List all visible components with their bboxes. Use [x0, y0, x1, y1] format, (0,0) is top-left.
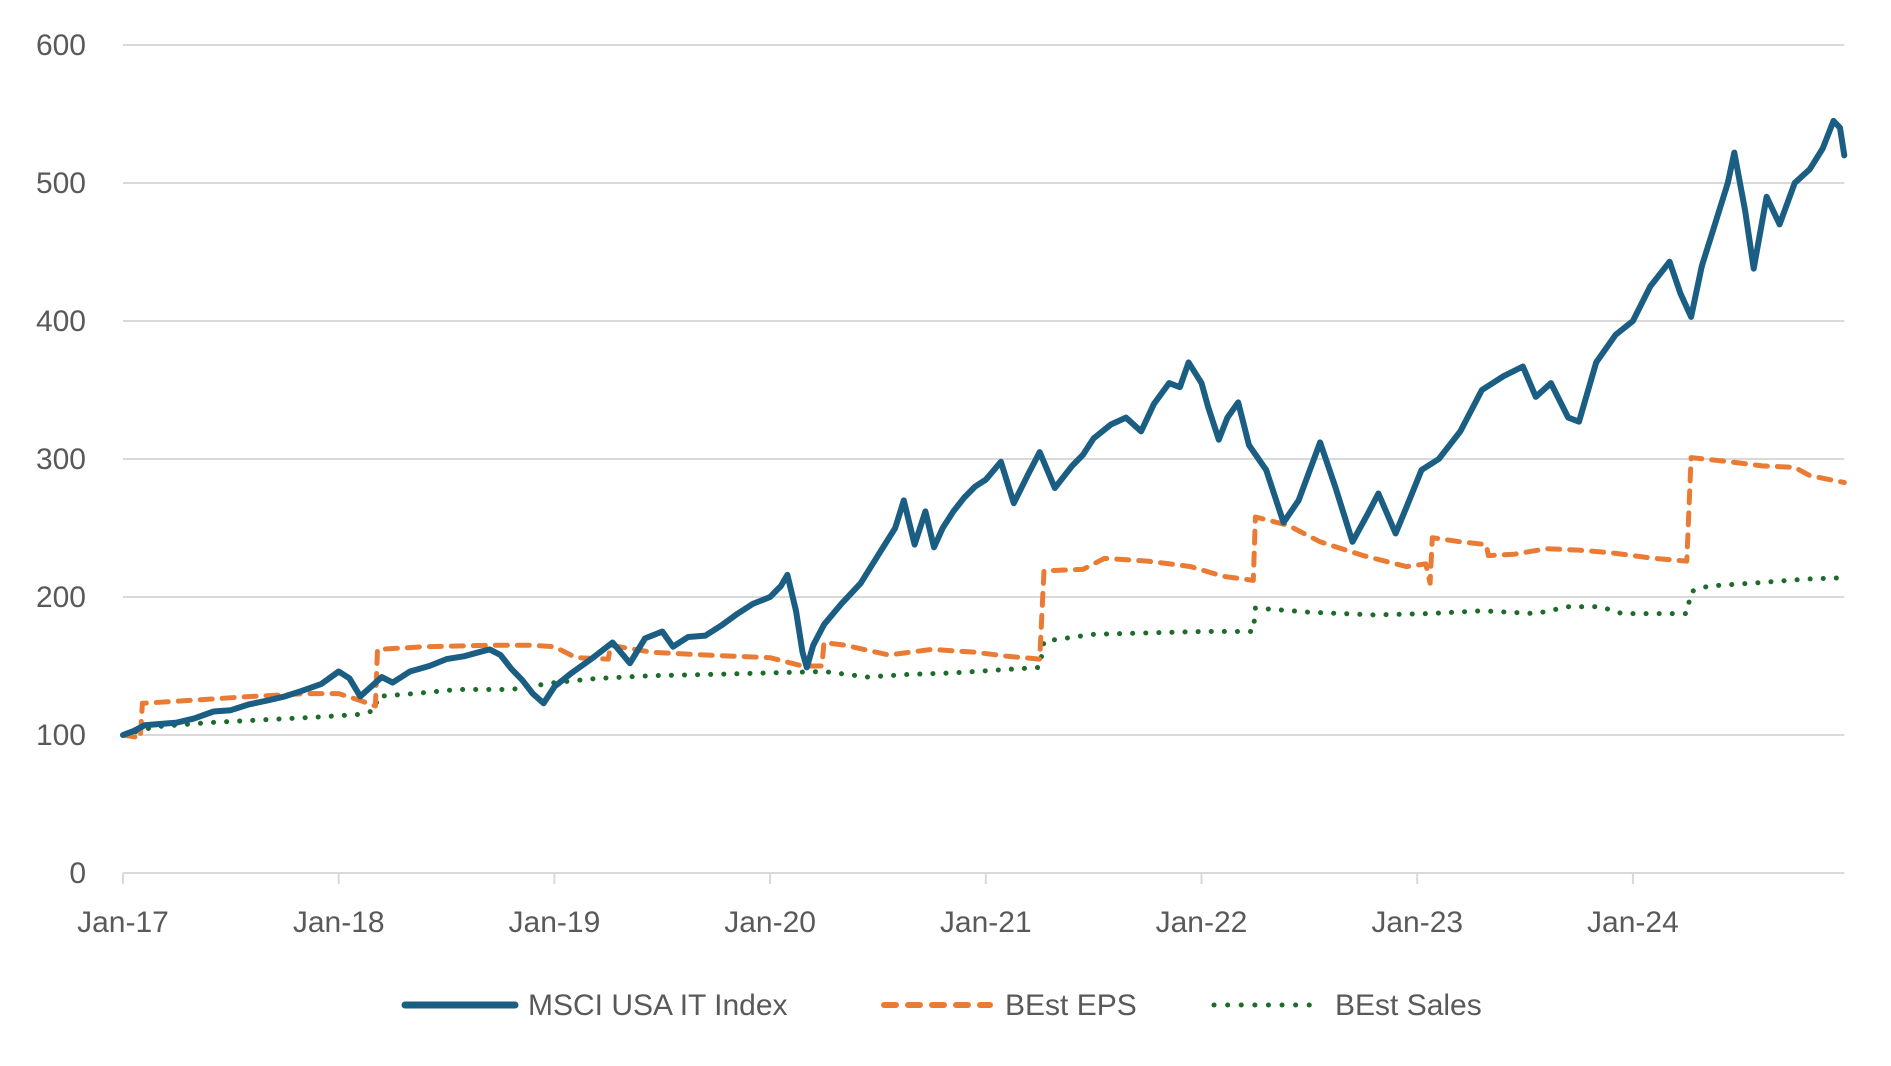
y-tick-label: 500 — [36, 167, 86, 200]
legend-label-best-sales: BEst Sales — [1335, 989, 1482, 1022]
series-msci-usa-it-index — [120, 117, 1848, 738]
x-tick-label: Jan-19 — [509, 906, 601, 939]
series-line — [120, 455, 1847, 741]
legend-item-best-sales[interactable]: BEst Sales — [1211, 989, 1482, 1022]
x-axis — [122, 872, 1845, 884]
y-tick-label: 0 — [69, 857, 86, 890]
gridlines — [123, 44, 1845, 736]
y-tick-label: 600 — [36, 29, 86, 62]
y-tick-label: 100 — [36, 719, 86, 752]
legend-label-best-eps: BEst EPS — [1005, 989, 1137, 1022]
y-tick-label: 400 — [36, 305, 86, 338]
x-tick-label: Jan-24 — [1587, 906, 1679, 939]
x-tick-label: Jan-17 — [77, 906, 169, 939]
y-tick-label: 200 — [36, 581, 86, 614]
x-tick-label: Jan-20 — [724, 906, 816, 939]
legend: MSCI USA IT Index BEst EPS BEst Sales — [401, 989, 1482, 1022]
series-line — [120, 117, 1848, 738]
x-tick-label: Jan-22 — [1156, 906, 1248, 939]
y-tick-label: 300 — [36, 443, 86, 476]
series-layer — [120, 117, 1848, 741]
x-tick-label: Jan-18 — [293, 906, 385, 939]
series-best-eps — [120, 455, 1847, 741]
series-best-sales — [120, 575, 1847, 738]
x-axis-labels: Jan-17 Jan-18 Jan-19 Jan-20 Jan-21 Jan-22 Jan-… — [77, 906, 1679, 939]
series-line — [120, 575, 1847, 738]
legend-item-best-eps[interactable]: BEst EPS — [881, 989, 1137, 1022]
x-tick-label: Jan-23 — [1371, 906, 1463, 939]
x-tick-label: Jan-21 — [940, 906, 1032, 939]
legend-item-msci-usa-it-index[interactable]: MSCI USA IT Index — [401, 989, 788, 1022]
legend-label-msci-usa-it-index: MSCI USA IT Index — [528, 989, 788, 1022]
y-axis-labels: 0 100 200 300 400 500 600 — [36, 29, 86, 890]
